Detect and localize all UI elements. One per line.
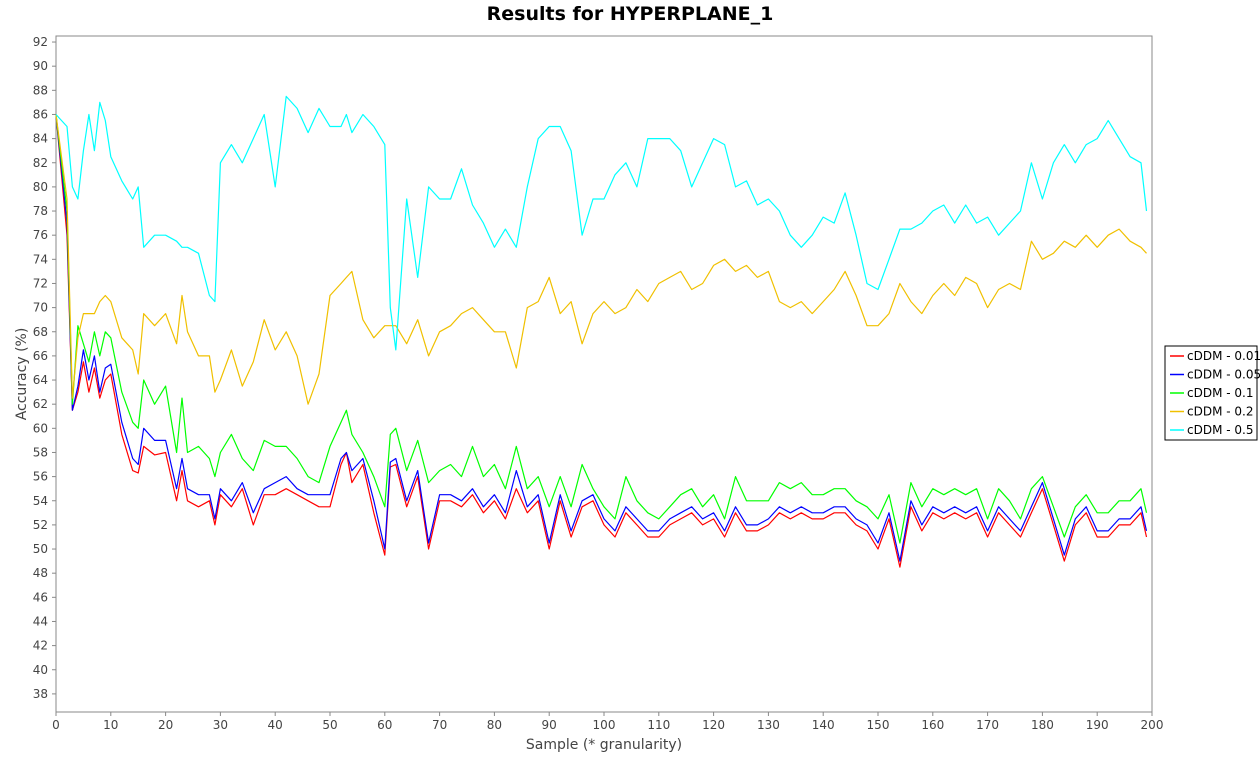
y-tick-label: 66 xyxy=(33,349,48,363)
y-tick-label: 68 xyxy=(33,325,48,339)
series-line-0 xyxy=(55,114,1148,568)
y-tick-label: 54 xyxy=(33,494,48,508)
series-line-3 xyxy=(55,114,1147,405)
x-tick-label: 10 xyxy=(103,718,118,732)
y-tick-label: 58 xyxy=(33,445,48,459)
y-tick-label: 62 xyxy=(33,397,48,411)
series-line-2 xyxy=(55,114,1148,544)
y-tick-label: 76 xyxy=(33,228,48,242)
legend-label-0: cDDM - 0.01 xyxy=(1187,349,1260,363)
x-tick-label: 60 xyxy=(377,718,392,732)
y-tick-label: 86 xyxy=(33,107,48,121)
x-tick-label: 170 xyxy=(976,718,999,732)
x-tick-label: 130 xyxy=(757,718,780,732)
x-tick-label: 70 xyxy=(432,718,447,732)
y-tick-label: 78 xyxy=(33,204,48,218)
y-tick-label: 52 xyxy=(33,518,48,532)
y-tick-label: 38 xyxy=(33,687,48,701)
y-tick-label: 72 xyxy=(33,276,48,290)
y-tick-label: 46 xyxy=(33,590,48,604)
plot-area xyxy=(55,35,1153,713)
x-axis-label: Sample (* granularity) xyxy=(526,737,682,753)
y-tick-label: 64 xyxy=(33,373,48,387)
x-tick-label: 30 xyxy=(213,718,228,732)
y-tick-label: 56 xyxy=(33,470,48,484)
x-tick-label: 80 xyxy=(487,718,502,732)
y-ticks: 38 40 42 44 46 48 50 52 54 56 58 60 62 64 66 68 70 72 74 76… xyxy=(33,35,56,701)
legend: cDDM - 0.01 cDDM - 0.05 cDDM - 0.1 cDDM - 0… xyxy=(1164,345,1260,441)
x-tick-label: 120 xyxy=(702,718,725,732)
series-lines xyxy=(55,95,1148,568)
y-axis-label: Accuracy (%) xyxy=(14,328,30,421)
series-line-4 xyxy=(55,95,1148,351)
legend-label-3: cDDM - 0.2 xyxy=(1187,405,1253,419)
x-tick-label: 0 xyxy=(52,718,60,732)
x-tick-label: 20 xyxy=(158,718,173,732)
x-tick-label: 200 xyxy=(1141,718,1164,732)
x-tick-label: 150 xyxy=(867,718,890,732)
y-tick-label: 50 xyxy=(33,542,48,556)
y-tick-label: 42 xyxy=(33,639,48,653)
y-tick-label: 92 xyxy=(33,35,48,49)
series-line-1 xyxy=(55,114,1148,562)
y-tick-label: 80 xyxy=(33,180,48,194)
x-tick-label: 100 xyxy=(593,718,616,732)
x-ticks: 0 10 20 30 40 50 60 70 80 90 100 110 120 130 140 150 160… xyxy=(52,712,1163,732)
x-tick-label: 110 xyxy=(647,718,670,732)
y-tick-label: 74 xyxy=(33,252,48,266)
legend-label-1: cDDM - 0.05 xyxy=(1187,368,1260,382)
y-tick-label: 88 xyxy=(33,83,48,97)
legend-label-2: cDDM - 0.1 xyxy=(1187,386,1253,400)
y-tick-label: 70 xyxy=(33,301,48,315)
y-tick-label: 82 xyxy=(33,156,48,170)
x-tick-label: 90 xyxy=(542,718,557,732)
y-tick-label: 44 xyxy=(33,614,48,628)
x-tick-label: 180 xyxy=(1031,718,1054,732)
y-tick-label: 84 xyxy=(33,132,48,146)
legend-label-4: cDDM - 0.5 xyxy=(1187,423,1253,437)
x-tick-label: 160 xyxy=(921,718,944,732)
x-tick-label: 50 xyxy=(322,718,337,732)
y-tick-label: 60 xyxy=(33,421,48,435)
y-tick-label: 40 xyxy=(33,663,48,677)
x-tick-label: 190 xyxy=(1086,718,1109,732)
y-tick-label: 48 xyxy=(33,566,48,580)
chart-title: Results for HYPERPLANE_1 xyxy=(487,3,774,25)
x-tick-label: 40 xyxy=(268,718,283,732)
y-tick-label: 90 xyxy=(33,59,48,73)
x-tick-label: 140 xyxy=(812,718,835,732)
